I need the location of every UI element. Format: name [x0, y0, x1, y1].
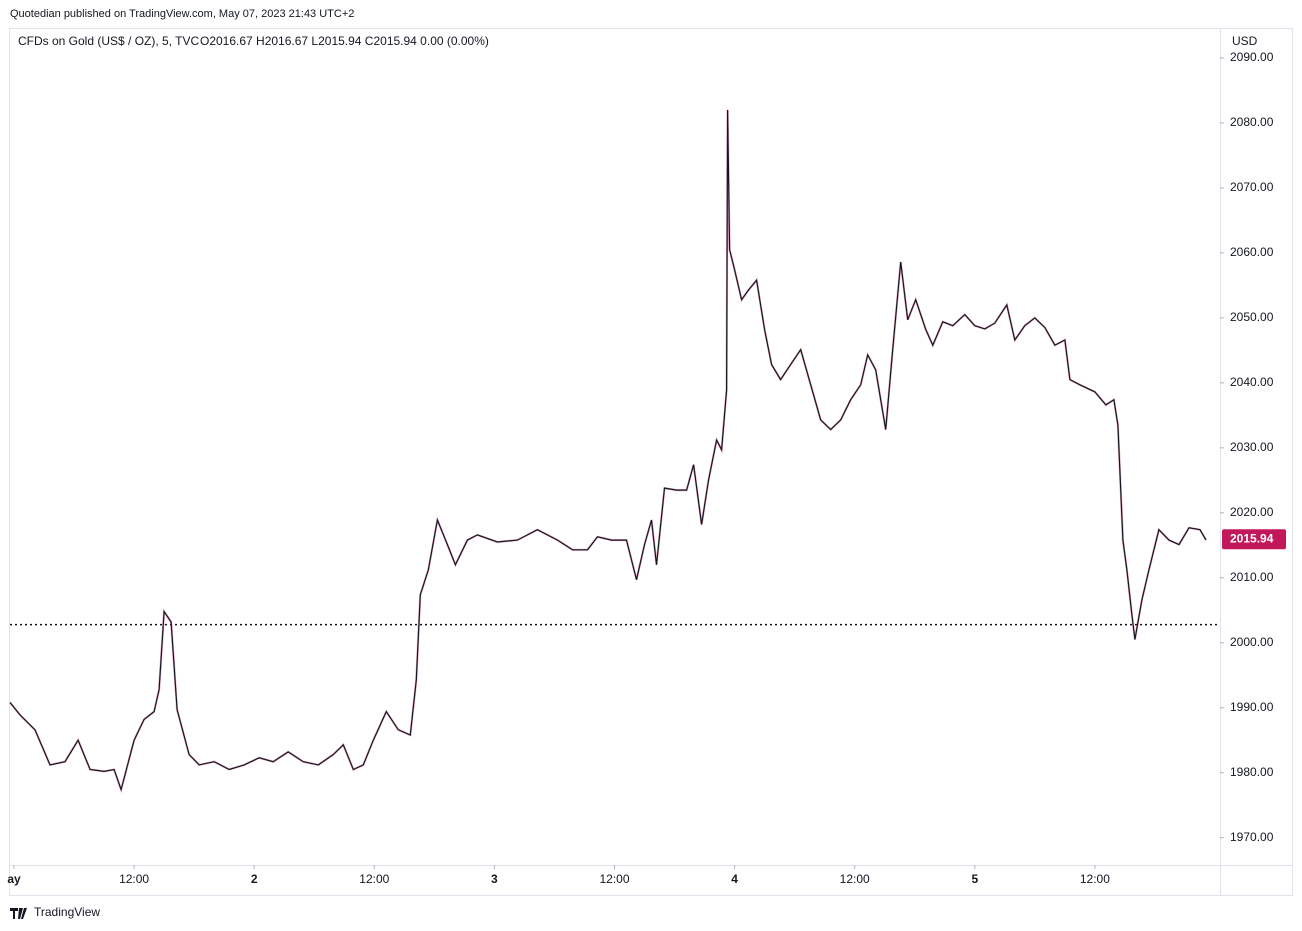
y-tick-label: 2070.00	[1230, 180, 1274, 194]
x-tick-label: 12:00	[1080, 872, 1110, 886]
y-tick-label: 2060.00	[1230, 245, 1274, 259]
ohlc: O2016.67 H2016.67 L2015.94 C2015.94 0.00…	[200, 34, 489, 48]
x-tick-label: 12:00	[599, 872, 629, 886]
last-price-box	[1222, 529, 1286, 550]
y-tick-label: 2040.00	[1230, 375, 1274, 389]
y-tick-label: 2000.00	[1230, 635, 1274, 649]
y-tick-label: 2050.00	[1230, 310, 1274, 324]
last-price-label: 2015.94	[1230, 531, 1274, 545]
y-tick-label: 1970.00	[1230, 830, 1274, 844]
y-axis-label: USD	[1232, 34, 1258, 48]
y-tick-label: 2080.00	[1230, 115, 1274, 129]
publisher: Quotedian published on TradingView.com, …	[10, 8, 354, 20]
x-tick-label: 5	[971, 872, 978, 886]
price-line-shadow	[9, 109, 1207, 794]
y-tick-label: 1980.00	[1230, 765, 1274, 779]
y-tick-label: 2030.00	[1230, 440, 1274, 454]
panel-border	[9, 28, 1293, 896]
y-tick-label: 1990.00	[1230, 700, 1274, 714]
price-line	[9, 109, 1207, 792]
y-tick-label: 2010.00	[1230, 570, 1274, 584]
x-tick-label: 12:00	[119, 872, 149, 886]
brand: TradingView	[34, 905, 100, 919]
y-tick-label: 2020.00	[1230, 505, 1274, 519]
chart-title: CFDs on Gold (US$ / OZ), 5, TVC	[18, 34, 199, 48]
x-tick-label: 12:00	[359, 872, 389, 886]
x-tick-label: 3	[491, 872, 498, 886]
x-tick-label: 4	[731, 872, 738, 886]
y-tick-label: 2090.00	[1230, 50, 1274, 64]
x-tick-label: 2	[251, 872, 258, 886]
x-tick-label: ay	[7, 872, 21, 886]
brand-logo	[10, 908, 27, 919]
x-tick-label: 12:00	[840, 872, 870, 886]
